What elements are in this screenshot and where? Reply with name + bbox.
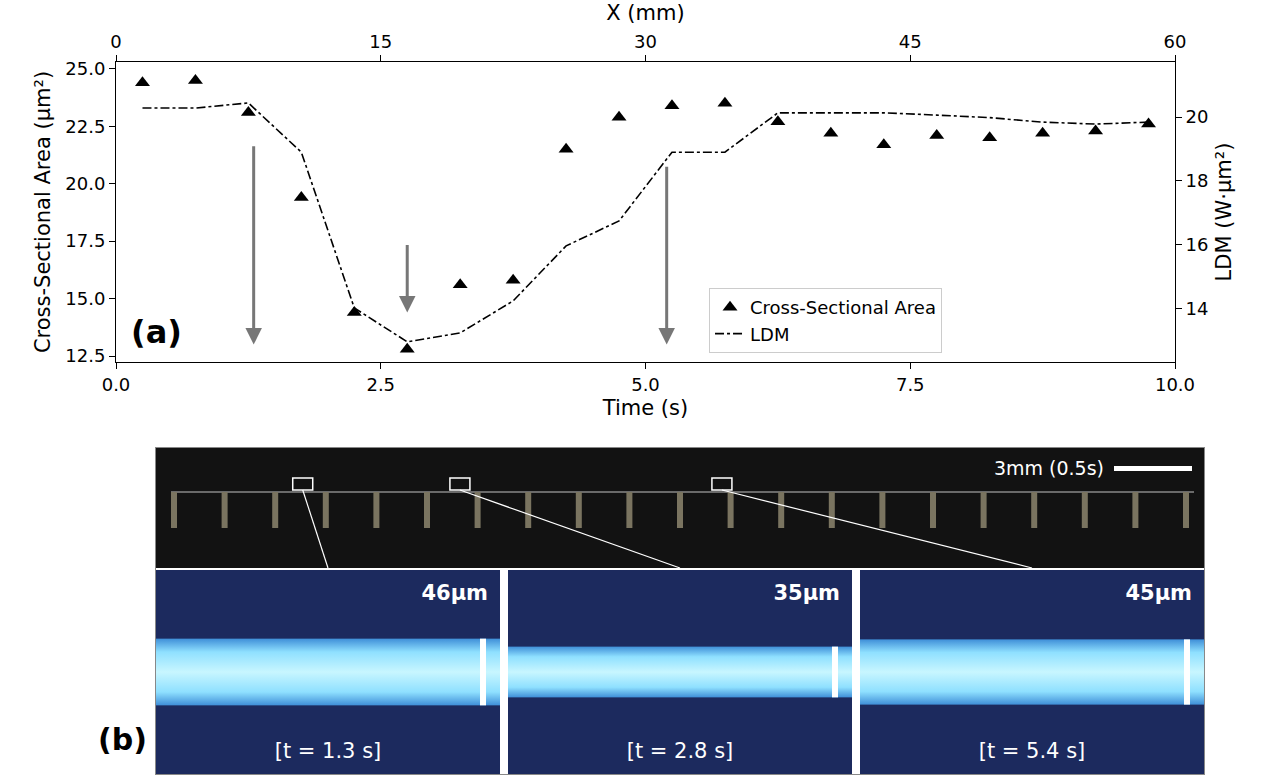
svg-text:0.0: 0.0	[102, 374, 131, 395]
svg-text:15: 15	[369, 31, 392, 52]
svg-text:22.5: 22.5	[65, 116, 105, 137]
svg-text:20.0: 20.0	[65, 173, 105, 194]
svg-text:Cross-Sectional Area: Cross-Sectional Area	[750, 297, 936, 318]
svg-text:Cross-Sectional Area (μm²): Cross-Sectional Area (μm²)	[31, 71, 55, 353]
svg-text:[t = 1.3 s]: [t = 1.3 s]	[275, 739, 382, 763]
svg-text:17.5: 17.5	[65, 230, 105, 251]
svg-text:[t = 2.8 s]: [t = 2.8 s]	[627, 739, 734, 763]
svg-text:Time (s): Time (s)	[602, 396, 688, 420]
svg-text:10.0: 10.0	[1155, 374, 1195, 395]
svg-text:45: 45	[899, 31, 922, 52]
svg-text:20: 20	[1186, 106, 1209, 127]
svg-text:16: 16	[1186, 234, 1209, 255]
svg-text:7.5: 7.5	[896, 374, 925, 395]
svg-text:18: 18	[1186, 170, 1209, 191]
svg-text:LDM: LDM	[750, 324, 789, 345]
svg-text:LDM (W·μm²): LDM (W·μm²)	[1212, 143, 1236, 282]
svg-text:15.0: 15.0	[65, 288, 105, 309]
html-text:(b): (b)	[98, 722, 147, 757]
svg-text:3mm (0.5s): 3mm (0.5s)	[994, 457, 1104, 479]
svg-text:14: 14	[1186, 298, 1209, 319]
svg-text:30: 30	[634, 31, 657, 52]
svg-text:0: 0	[110, 31, 121, 52]
svg-text:X (mm): X (mm)	[606, 1, 684, 25]
svg-text:60: 60	[1164, 31, 1187, 52]
svg-text:35μm: 35μm	[773, 581, 840, 605]
svg-text:(a): (a)	[131, 313, 182, 351]
svg-text:[t = 5.4 s]: [t = 5.4 s]	[979, 739, 1086, 763]
svg-text:5.0: 5.0	[631, 374, 660, 395]
svg-text:25.0: 25.0	[65, 58, 105, 79]
svg-text:12.5: 12.5	[65, 345, 105, 366]
svg-text:2.5: 2.5	[366, 374, 395, 395]
svg-text:46μm: 46μm	[421, 581, 488, 605]
svg-text:45μm: 45μm	[1125, 581, 1192, 605]
